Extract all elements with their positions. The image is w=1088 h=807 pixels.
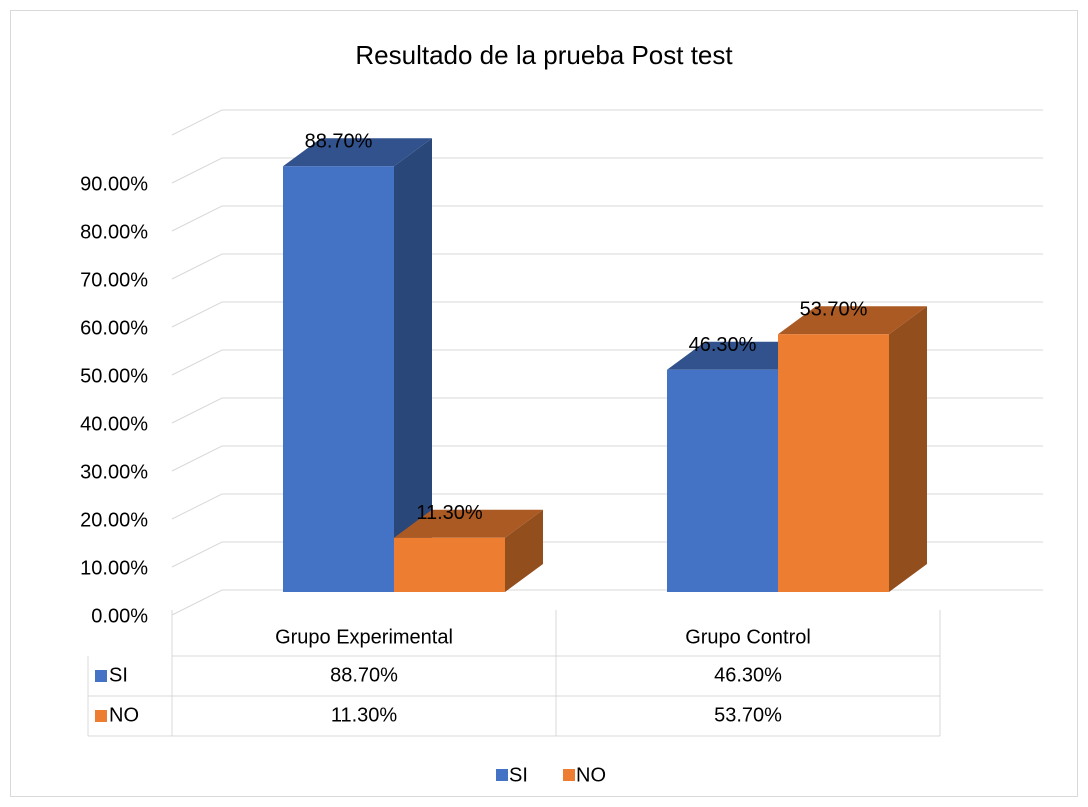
- bar-side: [394, 138, 432, 593]
- legend-key: [563, 769, 575, 781]
- wall-edge: [171, 109, 223, 136]
- bar-side: [889, 306, 927, 592]
- table-cell: 88.70%: [330, 664, 398, 686]
- x-tick-label: Grupo Experimental: [275, 626, 453, 648]
- grid-line: [171, 205, 1043, 232]
- table-cell: 53.70%: [714, 704, 782, 726]
- bar-front: [667, 369, 778, 592]
- bar-top: [283, 138, 432, 167]
- bar-side: [505, 509, 543, 592]
- y-tick-label: 10.00%: [80, 557, 148, 579]
- bar-top: [394, 509, 543, 538]
- bar: [283, 138, 432, 593]
- bar-top: [778, 306, 927, 335]
- table-cell: 11.30%: [331, 704, 398, 726]
- grid-line: [171, 157, 1043, 184]
- table-row-label: SI: [109, 664, 128, 686]
- grid-line: [171, 253, 1043, 280]
- data-label: 11.30%: [416, 502, 483, 524]
- x-tick-label: Grupo Control: [685, 626, 811, 648]
- bar: [778, 306, 927, 592]
- y-tick-label: 60.00%: [80, 317, 148, 339]
- grid-line: [171, 301, 1043, 328]
- table-legend-key: [95, 670, 107, 682]
- legend-label: NO: [576, 764, 606, 786]
- y-tick-label: 80.00%: [80, 221, 148, 243]
- data-label: 88.70%: [305, 131, 373, 153]
- bar-front: [778, 334, 889, 592]
- legend-label: SI: [509, 764, 528, 786]
- y-tick-label: 70.00%: [80, 269, 148, 291]
- table-cell: 46.30%: [714, 664, 782, 686]
- y-tick-label: 40.00%: [80, 413, 148, 435]
- y-tick-label: 0.00%: [91, 605, 148, 627]
- table-row-label: NO: [109, 704, 139, 726]
- y-tick-label: 50.00%: [80, 365, 148, 387]
- chart-title: Resultado de la prueba Post test: [355, 40, 733, 70]
- data-label: 46.30%: [689, 334, 757, 356]
- y-tick-label: 90.00%: [80, 173, 148, 195]
- y-tick-label: 30.00%: [80, 461, 148, 483]
- bar-front: [283, 166, 394, 593]
- data-label: 53.70%: [800, 299, 868, 321]
- bar-front: [394, 537, 505, 592]
- bar: [394, 509, 543, 592]
- table-legend-key: [95, 710, 107, 722]
- legend-key: [496, 769, 508, 781]
- y-tick-label: 20.00%: [80, 509, 148, 531]
